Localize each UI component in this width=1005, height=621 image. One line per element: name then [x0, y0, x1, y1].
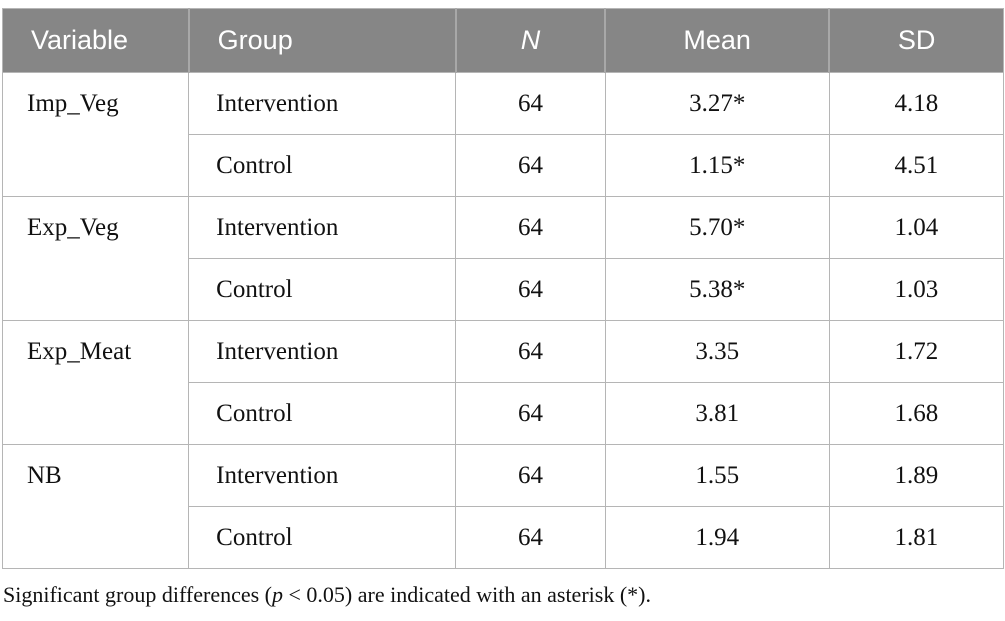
table-row: Control 64 1.94 1.81 [3, 506, 1005, 569]
col-header-variable: Variable [2, 8, 189, 73]
mean-cell: 5.70* [604, 196, 830, 259]
group-cell: Control [188, 382, 457, 445]
variable-cell-exp-veg: Exp_Veg [1, 196, 190, 321]
footnote-p-italic: p [272, 582, 284, 607]
n-cell: 64 [455, 320, 606, 383]
group-cell: Intervention [188, 196, 457, 259]
group-cell: Intervention [188, 72, 457, 135]
group-cell: Intervention [188, 320, 457, 383]
table-row: Exp_Meat Intervention 64 3.35 1.72 [1, 320, 1005, 445]
col-header-sd: SD [828, 8, 1004, 73]
footnote-text-prefix: Significant group differences ( [3, 582, 273, 607]
n-cell: 64 [455, 382, 606, 445]
sd-cell: 1.04 [828, 196, 1005, 259]
col-header-group: Group [187, 8, 456, 73]
sd-cell: 1.81 [828, 506, 1005, 569]
table-row: Control 64 1.15* 4.51 [3, 134, 1005, 197]
variable-cell-exp-meat: Exp_Meat [1, 320, 190, 445]
n-cell: 64 [455, 196, 606, 259]
group-cell: Control [188, 506, 457, 569]
sd-cell: 1.89 [828, 444, 1005, 507]
sd-cell: 1.68 [828, 382, 1005, 445]
footnote-text-suffix: < 0.05) are indicated with an asterisk (… [283, 582, 651, 607]
descriptive-statistics-table: Variable Group N Mean SD Imp_Veg Interve… [1, 8, 1005, 569]
n-cell: 64 [455, 72, 606, 135]
table-row: Control 64 5.38* 1.03 [3, 258, 1005, 321]
sd-cell: 4.18 [828, 72, 1005, 135]
mean-cell: 3.35 [604, 320, 830, 383]
sd-cell: 4.51 [828, 134, 1005, 197]
table-row: NB Intervention 64 1.55 1.89 [1, 444, 1005, 569]
n-cell: 64 [455, 258, 606, 321]
table-row: Imp_Veg Intervention 64 3.27* 4.18 [1, 72, 1005, 197]
n-cell: 64 [455, 506, 606, 569]
group-cell: Control [188, 134, 457, 197]
mean-cell: 3.81 [604, 382, 830, 445]
sd-cell: 1.72 [828, 320, 1005, 383]
variable-cell-nb: NB [1, 444, 190, 569]
table-footnote: Significant group differences (p < 0.05)… [3, 581, 1004, 609]
mean-cell: 1.94 [604, 506, 830, 569]
table-row: Exp_Veg Intervention 64 5.70* 1.04 [1, 196, 1005, 321]
n-cell: 64 [455, 444, 606, 507]
variable-cell-imp-veg: Imp_Veg [1, 72, 190, 197]
table-row: Control 64 3.81 1.68 [3, 382, 1005, 445]
mean-cell: 1.15* [604, 134, 830, 197]
col-header-n: N [454, 8, 606, 73]
mean-cell: 3.27* [604, 72, 830, 135]
n-cell: 64 [455, 134, 606, 197]
mean-cell: 5.38* [604, 258, 830, 321]
sd-cell: 1.03 [828, 258, 1005, 321]
header-row: Variable Group N Mean SD [2, 8, 1004, 73]
group-cell: Control [188, 258, 457, 321]
col-header-mean: Mean [604, 8, 830, 73]
mean-cell: 1.55 [604, 444, 830, 507]
group-cell: Intervention [188, 444, 457, 507]
